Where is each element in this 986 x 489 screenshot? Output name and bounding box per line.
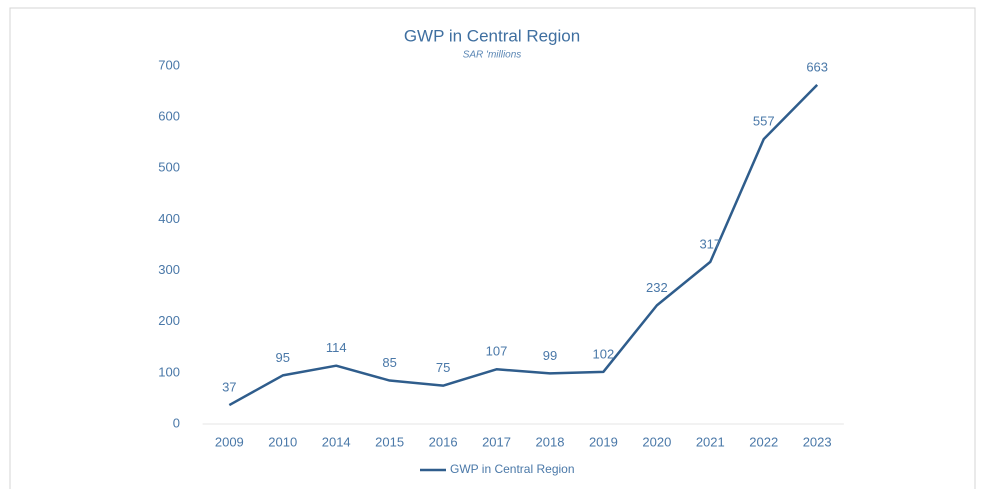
x-tick-label: 2021 <box>696 434 725 449</box>
chart-subtitle: SAR 'millions <box>463 50 522 61</box>
x-tick-label: 2016 <box>429 434 458 449</box>
y-tick-label: 100 <box>158 364 180 379</box>
x-tick-label: 2023 <box>803 434 832 449</box>
y-tick-label: 0 <box>173 415 180 430</box>
data-label: 102 <box>593 346 615 361</box>
frame <box>9 7 976 489</box>
x-tick-label: 2017 <box>482 434 511 449</box>
data-label: 557 <box>753 114 775 129</box>
x-tick-label: 2014 <box>322 434 351 449</box>
y-tick-label: 600 <box>158 109 180 124</box>
y-tick-label: 200 <box>158 313 180 328</box>
data-label: 107 <box>486 344 508 359</box>
data-label: 37 <box>222 380 236 395</box>
x-tick-label: 2019 <box>589 434 618 449</box>
y-tick-label: 700 <box>158 57 180 72</box>
x-tick-label: 2022 <box>749 434 778 449</box>
x-tick-label: 2015 <box>375 434 404 449</box>
legend-label: GWP in Central Region <box>450 462 575 476</box>
chart-title: GWP in Central Region <box>404 26 580 45</box>
data-label: 85 <box>382 355 396 370</box>
data-label: 114 <box>326 340 347 355</box>
data-label: 232 <box>646 280 668 295</box>
y-tick-label: 500 <box>158 160 180 175</box>
x-tick-label: 2010 <box>268 434 297 449</box>
data-label: 95 <box>276 350 290 365</box>
data-label: 99 <box>543 348 557 363</box>
y-tick-label: 300 <box>158 262 180 277</box>
line <box>228 84 819 407</box>
y-tick-label: 400 <box>158 211 180 226</box>
x-tick-label: 2020 <box>642 434 671 449</box>
x-tick-label: 2018 <box>536 434 565 449</box>
data-label: 75 <box>436 360 450 375</box>
data-label: 663 <box>806 59 828 74</box>
x-tick-label: 2009 <box>215 434 244 449</box>
data-label: 317 <box>699 236 721 251</box>
